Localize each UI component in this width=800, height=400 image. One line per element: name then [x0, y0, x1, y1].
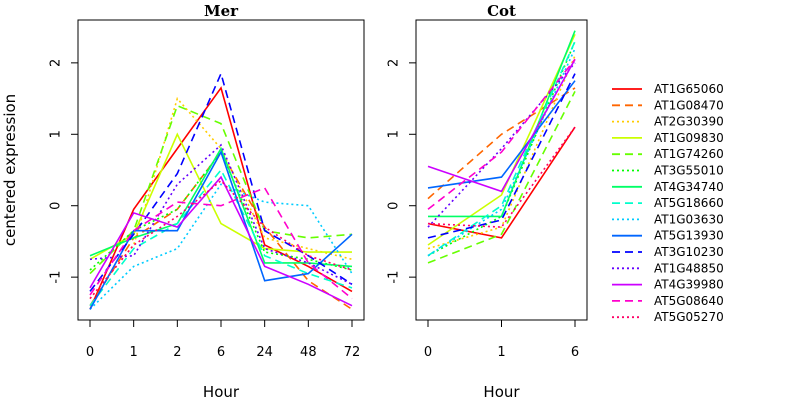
- panel-cot: Cot 0 1 6 -1 0 1 2 Hour: [387, 2, 588, 400]
- y-tick-label: 2: [49, 59, 64, 67]
- legend-label: AT5G18660: [654, 196, 724, 210]
- x-tick-label: 2: [173, 345, 181, 360]
- series-line-at1g08470: [427, 87, 576, 200]
- chart-title: Cot: [487, 2, 516, 20]
- series-line-at1g65060: [427, 126, 576, 239]
- legend-label: AT1G09830: [654, 131, 724, 145]
- series-line-at1g74260: [89, 104, 353, 275]
- x-tick-label: 0: [86, 345, 94, 360]
- x-tick-label: 72: [344, 345, 361, 360]
- legend-label: AT1G48850: [654, 261, 724, 275]
- y-tick-label: 0: [49, 202, 64, 210]
- y-tick-label: -1: [387, 271, 402, 284]
- panel-mer: Mer 0 1 2 6 24 48 72 -1 0 1 2 Hour centered expressio…: [1, 2, 365, 400]
- x-axis-label: Hour: [203, 383, 240, 400]
- legend: AT1G65060 AT1G08470 AT2G30390 AT1G09830 AT1G…: [612, 82, 724, 324]
- series-line-at1g74260: [427, 91, 576, 264]
- legend-label: AT5G08640: [654, 294, 724, 308]
- legend-label: AT4G34740: [654, 180, 724, 194]
- series-line-at3g55010: [427, 41, 576, 257]
- y-tick-label: 1: [49, 130, 64, 138]
- x-tick-label: 24: [256, 345, 273, 360]
- series-line-at1g65060: [89, 86, 353, 310]
- series-line-at5g08640: [427, 58, 576, 210]
- series-line-at5g18660: [89, 168, 353, 307]
- series-line-at1g48850: [427, 62, 576, 228]
- legend-label: AT3G55010: [654, 164, 724, 178]
- x-tick-label: 0: [424, 345, 432, 360]
- y-tick-label: 1: [387, 130, 402, 138]
- series-line-at4g39980: [427, 58, 576, 193]
- y-tick-label: -1: [49, 271, 64, 284]
- legend-label: AT1G03630: [654, 212, 724, 226]
- chart-title: Mer: [204, 2, 239, 20]
- series-line-at4g34740: [89, 146, 353, 268]
- series-line-at5g05270: [427, 126, 576, 228]
- legend-label: AT1G08470: [654, 98, 724, 112]
- x-tick-label: 1: [497, 345, 505, 360]
- series-line-at1g09830: [427, 33, 576, 246]
- series-line-at5g13930: [89, 150, 353, 310]
- legend-label: AT1G74260: [654, 147, 724, 161]
- y-tick-label: 0: [387, 202, 402, 210]
- legend-label: AT4G39980: [654, 278, 724, 292]
- legend-label: AT5G13930: [654, 229, 724, 243]
- plot-frame: [77, 19, 365, 321]
- series-line-at1g03630: [427, 48, 576, 257]
- y-tick-label: 2: [387, 59, 402, 67]
- series-line-at4g34740: [428, 30, 576, 218]
- series-line-at1g03630: [89, 183, 353, 310]
- legend-label: AT5G05270: [654, 310, 724, 324]
- series-line-at3g10230: [89, 71, 353, 292]
- legend-label: AT1G65060: [654, 82, 724, 96]
- series-line-at4g39980: [89, 175, 353, 307]
- series-line-at5g18660: [427, 41, 576, 257]
- legend-label: AT2G30390: [654, 115, 724, 129]
- x-tick-label: 1: [130, 345, 138, 360]
- series-line-at1g48850: [89, 143, 353, 286]
- x-axis-label: Hour: [483, 383, 520, 400]
- y-axis-label: centered expression: [1, 94, 19, 246]
- legend-label: AT3G10230: [654, 245, 724, 259]
- series-line-at5g13930: [427, 80, 576, 189]
- x-tick-label: 6: [217, 345, 225, 360]
- series-line-at3g10230: [427, 73, 576, 239]
- x-tick-label: 6: [571, 345, 579, 360]
- series-line-at5g08640: [89, 186, 353, 300]
- x-tick-label: 48: [300, 345, 317, 360]
